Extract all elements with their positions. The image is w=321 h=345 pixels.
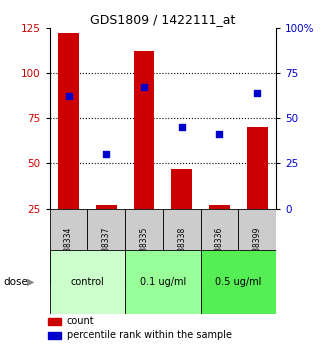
Text: GSM88334: GSM88334 [64, 227, 73, 268]
Text: GSM88335: GSM88335 [140, 227, 149, 268]
Text: percentile rank within the sample: percentile rank within the sample [67, 330, 232, 340]
Bar [125, 250, 201, 314]
Bar [238, 209, 276, 286]
Point [179, 125, 184, 130]
Bar [96, 205, 117, 209]
Bar [87, 209, 125, 286]
Text: ▶: ▶ [27, 277, 35, 287]
Bar [209, 205, 230, 209]
Bar [48, 332, 61, 339]
Text: GSM88337: GSM88337 [102, 227, 111, 268]
Text: count: count [67, 316, 94, 326]
Point [142, 85, 147, 90]
Bar [171, 169, 192, 209]
Text: dose: dose [3, 277, 28, 287]
Point [255, 90, 260, 96]
Bar [50, 250, 125, 314]
Text: 0.5 ug/ml: 0.5 ug/ml [215, 277, 262, 287]
Text: GSM88336: GSM88336 [215, 227, 224, 268]
Bar [50, 209, 87, 286]
Bar [134, 51, 154, 209]
Text: GSM88399: GSM88399 [253, 227, 262, 268]
Bar [48, 318, 61, 325]
Text: control: control [71, 277, 104, 287]
Point [104, 152, 109, 157]
Bar [201, 209, 238, 286]
Bar [201, 250, 276, 314]
Bar [58, 33, 79, 209]
Text: GSM88338: GSM88338 [177, 227, 186, 268]
Point [66, 93, 71, 99]
Title: GDS1809 / 1422111_at: GDS1809 / 1422111_at [90, 13, 236, 27]
Bar [163, 209, 201, 286]
Point [217, 132, 222, 137]
Text: 0.1 ug/ml: 0.1 ug/ml [140, 277, 186, 287]
Bar [247, 127, 268, 209]
Bar [125, 209, 163, 286]
